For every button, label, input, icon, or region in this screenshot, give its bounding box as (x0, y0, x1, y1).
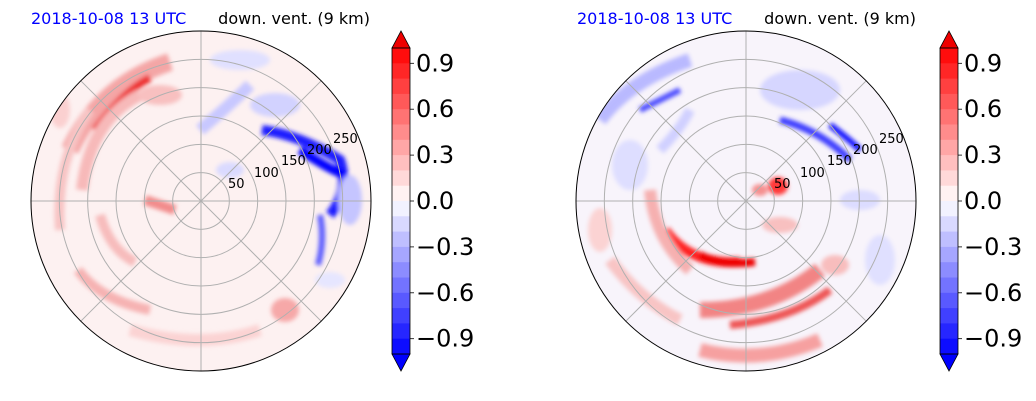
radial-tick-label: 150 (281, 154, 306, 169)
colorbar-band (392, 170, 410, 187)
colorbar-ticks: 0.9 0.6 0.3 0.0 −0.3 −0.6 −0.9 (410, 49, 474, 353)
polar-outline (30, 30, 372, 372)
colorbar-tick-label: −0.6 (964, 279, 1022, 307)
colorbar-band (392, 185, 410, 202)
radial-tick-label: 250 (333, 132, 358, 147)
polar-grid (576, 31, 916, 371)
colorbar-band (940, 338, 958, 355)
radial-tick-labels: 50 100 150 200 250 (774, 132, 904, 192)
colorbar-band (940, 262, 958, 278)
colorbar-band (392, 201, 410, 217)
colorbar-band (392, 155, 410, 171)
colorbar-tick-label: 0.9 (964, 49, 1002, 77)
colorbar: 0.9 0.6 0.3 0.0 −0.3 −0.6 −0.9 (391, 30, 474, 372)
polar-outline (575, 30, 917, 372)
colorbar-extend-top (939, 30, 959, 49)
colorbar-band (392, 308, 410, 324)
radial-tick-labels: 50 100 150 200 250 (228, 132, 358, 192)
colorbar-band (392, 231, 410, 248)
colorbar-tick-label: 0.9 (416, 49, 454, 77)
radial-tick-label: 100 (254, 166, 279, 181)
colorbar-band (940, 124, 958, 141)
colorbar-band (940, 155, 958, 171)
radial-tick-label: 200 (307, 143, 332, 158)
colorbar-tick-label: −0.6 (416, 279, 474, 307)
panel-date-title: 2018-10-08 13 UTC (31, 9, 186, 28)
colorbar-band (392, 216, 410, 233)
colorbar-tick-label: −0.9 (416, 325, 474, 353)
colorbar-band (392, 109, 410, 125)
colorbar-extend-bottom (939, 353, 959, 372)
colorbar-band (940, 170, 958, 187)
colorbar-tick-label: 0.3 (416, 141, 454, 169)
colorbar-band (940, 246, 958, 263)
colorbar-tick-label: 0.6 (964, 95, 1002, 123)
colorbar-band (940, 201, 958, 217)
colorbar-band (940, 139, 958, 156)
colorbar-tick-label: 0.3 (964, 141, 1002, 169)
colorbar-tick-label: −0.3 (416, 233, 474, 261)
colorbar-band (940, 93, 958, 110)
colorbar-band (940, 308, 958, 324)
colorbar-band (940, 231, 958, 248)
panel-variable-title: down. vent. (9 km) (764, 9, 916, 28)
colorbar-tick-label: 0.0 (416, 187, 454, 215)
colorbar-band (392, 323, 410, 340)
colorbar-band (392, 93, 410, 110)
colorbar-tick-label: −0.9 (964, 325, 1022, 353)
colorbar-band (392, 262, 410, 278)
colorbar-band (940, 63, 958, 80)
colorbar-tick-label: 0.0 (964, 187, 1002, 215)
colorbar-bands (392, 48, 410, 355)
colorbar-band (940, 78, 958, 95)
colorbar-band (392, 48, 410, 64)
colorbar-band (392, 124, 410, 141)
radial-tick-label: 200 (853, 143, 878, 158)
radial-tick-label: 150 (827, 154, 852, 169)
radial-tick-label: 100 (800, 166, 825, 181)
colorbar-band (940, 216, 958, 233)
colorbar-extend-top (391, 30, 411, 49)
colorbar-tick-label: −0.3 (964, 233, 1022, 261)
colorbar-band (392, 246, 410, 263)
colorbar-band (392, 139, 410, 156)
colorbar-band (392, 277, 410, 294)
colorbar-band (392, 338, 410, 355)
colorbar-tick-label: 0.6 (416, 95, 454, 123)
colorbar-band (940, 48, 958, 64)
colorbar-ticks: 0.9 0.6 0.3 0.0 −0.3 −0.6 −0.9 (958, 49, 1022, 353)
polar-panel-right: 2018-10-08 13 UTC down. vent. (9 km) (575, 9, 1022, 372)
polar-panel-left: 2018-10-08 13 UTC down. vent. (9 km) (30, 9, 474, 372)
colorbar-band (392, 292, 410, 309)
radial-tick-label: 250 (879, 132, 904, 147)
colorbar: 0.9 0.6 0.3 0.0 −0.3 −0.6 −0.9 (939, 30, 1022, 372)
colorbar-band (940, 292, 958, 309)
panel-date-title: 2018-10-08 13 UTC (577, 9, 732, 28)
radial-tick-label: 50 (228, 177, 245, 192)
colorbar-band (940, 109, 958, 125)
panel-variable-title: down. vent. (9 km) (218, 9, 370, 28)
colorbar-band (392, 63, 410, 80)
polar-grid (31, 31, 371, 371)
colorbar-band (940, 185, 958, 202)
colorbar-extend-bottom (391, 353, 411, 372)
colorbar-band (392, 78, 410, 95)
radial-tick-label: 50 (774, 177, 791, 192)
colorbar-band (940, 323, 958, 340)
colorbar-band (940, 277, 958, 294)
colorbar-bands (940, 48, 958, 355)
